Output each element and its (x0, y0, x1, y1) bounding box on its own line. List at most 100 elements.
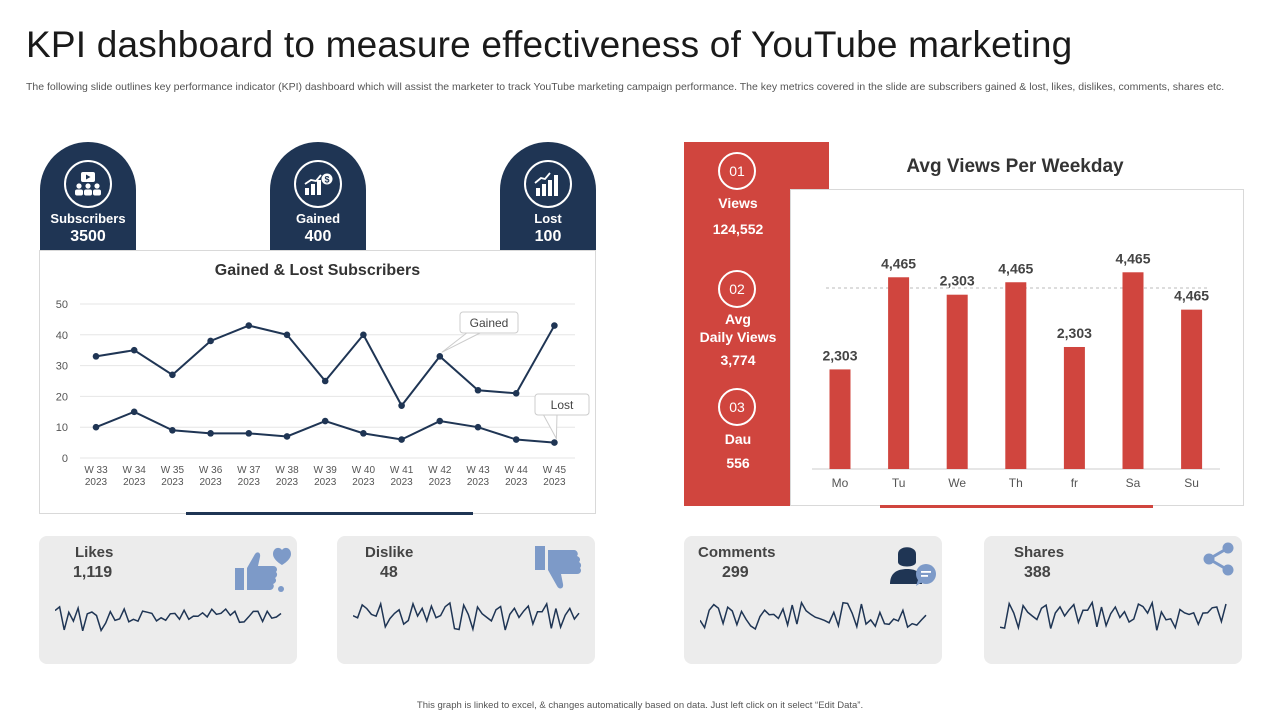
dislike-sparkline (353, 601, 580, 633)
bar (888, 277, 910, 469)
data-point (551, 322, 558, 329)
card-value: 299 (722, 564, 749, 581)
card-value: 388 (1024, 564, 1051, 581)
x-tick-label: W 40 2023 (352, 465, 376, 488)
bar-chart-icon (524, 160, 572, 208)
data-point (169, 371, 176, 379)
bar (946, 294, 968, 469)
x-tick-label: W 36 2023 (199, 465, 223, 488)
x-tick-label: W 37 2023 (237, 465, 261, 488)
data-point (92, 353, 100, 360)
data-point (283, 433, 291, 440)
x-tick-label: W 42 2023 (428, 465, 452, 488)
card-label: Comments (698, 544, 776, 561)
line-chart-title: Gained & Lost Subscribers (214, 262, 421, 279)
y-tick-label: 10 (56, 422, 68, 434)
people-icon (64, 160, 112, 208)
bar (1181, 309, 1203, 469)
thumbs-up-heart-icon (235, 547, 291, 592)
x-tick-label: W 35 2023 (161, 465, 185, 488)
data-point (436, 417, 444, 425)
card-label: Dislike (365, 544, 414, 561)
shares-sparkline (1000, 600, 1227, 631)
y-tick-label: 20 (56, 391, 68, 403)
x-tick-label: W 45 2023 (543, 465, 567, 488)
panel-accent-bar (880, 505, 1153, 508)
metric-label: Views (718, 195, 758, 211)
data-point (92, 423, 100, 431)
x-tick-label: W 33 2023 (84, 465, 108, 488)
metric-value: 556 (726, 455, 750, 471)
kpi-gained: $ Gained 400 (270, 142, 366, 250)
x-tick-label: W 41 2023 (390, 465, 414, 488)
data-point (360, 331, 367, 339)
kpi-value: 400 (304, 228, 332, 245)
callout-pointer (542, 413, 558, 441)
kpi-lost: Lost 100 (500, 142, 596, 250)
bar (829, 369, 851, 469)
data-point (130, 408, 138, 416)
callout-box (534, 393, 590, 416)
metric-label: Dau (724, 431, 752, 447)
data-point (512, 436, 520, 443)
x-tick-label: Th (1009, 476, 1023, 490)
subscribers-chart-panel (39, 250, 596, 514)
x-tick-label: Mo (832, 476, 849, 490)
share-icon (1203, 542, 1234, 576)
callout-box (459, 311, 519, 334)
growth-chart-icon: $ (294, 160, 342, 208)
legend-label-gained: Gained (470, 316, 509, 330)
x-tick-label: We (948, 476, 966, 490)
kpi-label: Gained (295, 211, 341, 226)
user-comment-icon (890, 547, 936, 586)
comments-card: Comments 299 (684, 536, 942, 664)
data-label: 4,465 (1115, 250, 1150, 266)
x-tick-label: W 38 2023 (275, 465, 299, 488)
data-point (398, 402, 405, 409)
panel-accent-bar (186, 512, 473, 515)
x-tick-label: W 43 2023 (466, 465, 490, 488)
card-label: Likes (75, 544, 114, 561)
data-point (283, 331, 291, 339)
svg-text:$: $ (324, 175, 329, 185)
metric-number-badge: 03 (718, 388, 756, 426)
data-point (436, 353, 444, 360)
kpi-value: 3500 (70, 228, 106, 245)
bar-chart-title: Avg Views Per Weekday (906, 156, 1124, 177)
bar (1005, 282, 1027, 469)
metric-number-badge: 02 (718, 270, 756, 308)
data-point (398, 436, 405, 443)
data-label: 4,465 (1174, 288, 1209, 304)
legend-label-lost: Lost (551, 398, 574, 412)
data-point (207, 430, 214, 437)
dislike-card: Dislike 48 (337, 536, 595, 664)
x-tick-label: Tu (892, 476, 906, 490)
x-tick-label: W 44 2023 (505, 465, 529, 488)
x-tick-label: fr (1071, 476, 1078, 490)
page-subtitle: The following slide outlines key perform… (26, 81, 1225, 93)
data-point (474, 386, 482, 394)
data-point (551, 439, 558, 446)
x-tick-label: W 39 2023 (314, 465, 338, 488)
card-value: 48 (380, 564, 398, 581)
kpi-label: Lost (534, 211, 562, 226)
weekday-bar-chart: 2,303 Mo 4,465 Tu 2,303 We 4,465 Th 2,303 fr 4,465… (812, 250, 1220, 490)
data-label: 2,303 (940, 273, 975, 289)
y-tick-label: 40 (56, 330, 68, 342)
metric-label: Avg Daily Views (699, 311, 777, 345)
callout-pointer (441, 331, 483, 353)
bar (1122, 272, 1144, 469)
card-label: Shares (1014, 544, 1065, 561)
data-point (169, 426, 176, 434)
likes-sparkline (55, 605, 282, 633)
data-point (360, 430, 367, 437)
y-tick-label: 50 (56, 299, 68, 311)
shares-card: Shares 388 (984, 536, 1242, 664)
data-point (245, 430, 253, 437)
thumbs-down-icon (535, 546, 582, 589)
metric-value: 124,552 (712, 221, 764, 237)
x-tick-label: Sa (1126, 476, 1141, 490)
x-tick-label: W 34 2023 (123, 465, 147, 488)
data-point (321, 377, 329, 385)
page-title: KPI dashboard to measure effectiveness o… (26, 24, 1073, 65)
